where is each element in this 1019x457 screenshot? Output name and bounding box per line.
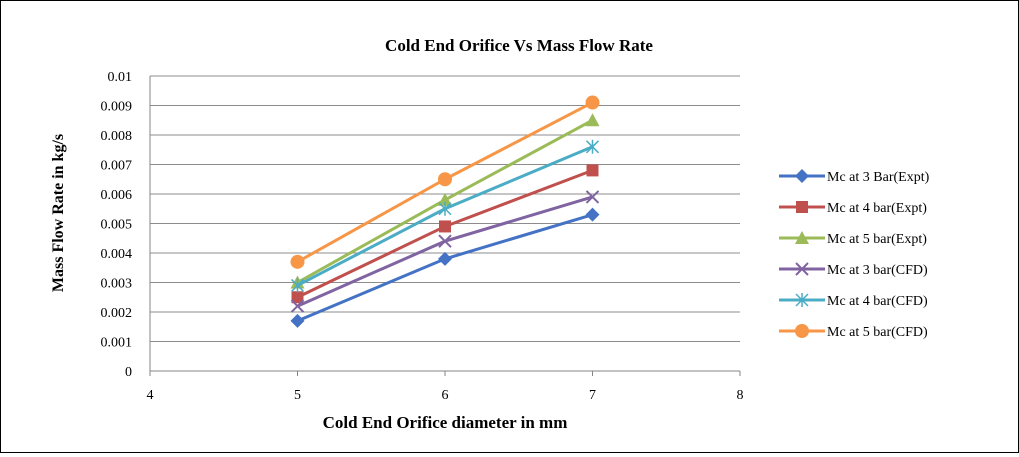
- legend-label: Mc at 4 bar(CFD): [827, 294, 928, 309]
- legend-label: Mc at 4 bar(Expt): [827, 201, 927, 216]
- y-tick-label: 0.005: [101, 218, 133, 233]
- legend-item: Mc at 5 bar(Expt): [779, 231, 927, 247]
- diamond-marker: [438, 251, 452, 266]
- y-tick-label: 0.004: [101, 247, 133, 262]
- y-axis-label: Mass Flow Rate in kg/s: [50, 134, 67, 292]
- star-marker: [795, 293, 809, 307]
- star-marker: [585, 139, 600, 154]
- x-marker: [585, 190, 600, 204]
- y-tick-label: 0.01: [108, 70, 133, 85]
- y-tick-label: 0.006: [101, 188, 133, 203]
- star-marker: [290, 278, 305, 293]
- triangle-marker: [438, 192, 452, 206]
- y-tick-label: 0.008: [101, 129, 133, 144]
- series-5: [290, 95, 600, 269]
- legend-label: Mc at 5 bar(CFD): [827, 325, 928, 340]
- circle-marker: [438, 172, 452, 187]
- triangle-marker: [795, 231, 809, 244]
- series-1: [291, 164, 599, 304]
- x-tick-label: 4: [147, 388, 154, 403]
- legend-item: Mc at 4 bar(Expt): [779, 201, 927, 216]
- x-tick-label: 5: [294, 388, 301, 403]
- legend-item: Mc at 4 bar(CFD): [779, 293, 928, 309]
- square-marker: [439, 220, 451, 233]
- y-axis-ticks: 0 0.001 0.002 0.003 0.004 0.005 0.006 0.007 0.00…: [101, 70, 133, 380]
- square-marker: [796, 201, 808, 213]
- y-tick-label: 0.003: [101, 277, 133, 292]
- circle-marker: [585, 95, 600, 110]
- diamond-marker: [290, 313, 305, 328]
- legend-label: Mc at 3 bar(CFD): [827, 263, 928, 278]
- series-4: [290, 139, 600, 293]
- x-axis-ticks: 4 5 6 7 8: [147, 371, 744, 403]
- legend: Mc at 3 Bar(Expt) Mc at 4 bar(Expt) Mc at …: [779, 169, 930, 340]
- x-axis-label: Cold End Orifice diameter in mm: [323, 413, 568, 432]
- y-tick-label: 0: [125, 365, 132, 380]
- y-tick-label: 0.009: [101, 100, 133, 115]
- y-tick-label: 0.001: [101, 336, 133, 351]
- legend-item: Mc at 3 bar(CFD): [779, 262, 928, 278]
- y-tick-label: 0.007: [101, 159, 133, 174]
- circle-marker: [795, 324, 809, 338]
- square-marker: [586, 164, 599, 177]
- x-marker: [438, 234, 452, 248]
- diamond-marker: [795, 169, 809, 183]
- x-tick-label: 8: [737, 388, 744, 403]
- series-line: [296, 168, 594, 299]
- x-marker: [290, 299, 305, 313]
- diamond-marker: [585, 207, 600, 222]
- square-marker: [291, 291, 304, 304]
- triangle-marker: [585, 113, 600, 127]
- star-marker: [438, 201, 452, 216]
- series-0: [290, 207, 600, 328]
- legend-label: Mc at 5 bar(Expt): [827, 232, 927, 247]
- legend-item: Mc at 3 Bar(Expt): [779, 169, 930, 185]
- series-group: [290, 95, 600, 328]
- x-tick-label: 7: [589, 388, 596, 403]
- chart-title: Cold End Orifice Vs Mass Flow Rate: [385, 36, 653, 55]
- y-tick-label: 0.002: [101, 306, 133, 321]
- x-marker: [795, 262, 809, 276]
- series-3: [290, 190, 600, 313]
- x-tick-label: 6: [442, 388, 449, 403]
- circle-marker: [290, 254, 305, 269]
- legend-label: Mc at 3 Bar(Expt): [827, 170, 930, 185]
- legend-item: Mc at 5 bar(CFD): [779, 324, 928, 340]
